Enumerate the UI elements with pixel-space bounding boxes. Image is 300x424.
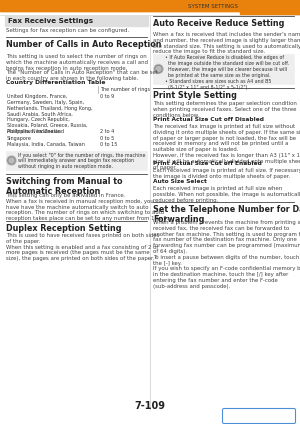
Text: Australia, New Zealand: Australia, New Zealand [7,129,64,134]
Text: Print Style Setting: Print Style Setting [153,91,237,100]
Circle shape [154,64,163,73]
Circle shape [8,157,15,164]
Text: Contents: Contents [242,411,276,420]
Text: Print Actual Size Cut off Enabled: Print Actual Size Cut off Enabled [153,161,262,166]
Text: If you select "0" for the number of rings, the machine
will immediately answer a: If you select "0" for the number of ring… [18,153,146,169]
Text: 7-109: 7-109 [134,401,166,411]
Bar [6,135,98,141]
Text: Duplex Reception Setting: Duplex Reception Setting [6,224,122,233]
Bar [6,128,98,135]
Circle shape [156,67,161,72]
Bar [98,141,147,148]
Circle shape [155,65,162,73]
Text: 0 to 9: 0 to 9 [100,94,114,99]
Text: When a fax is received that includes the sender's name
and number, the received : When a fax is received that includes the… [153,32,300,54]
Bar [0,8,300,11]
Text: SYSTEM SETTINGS: SYSTEM SETTINGS [188,4,238,9]
Bar [6,151,147,170]
Text: Number of Calls in Auto Reception: Number of Calls in Auto Reception [6,40,161,49]
Text: The number of rings: The number of rings [100,87,150,92]
Text: 0 to 5: 0 to 5 [100,136,114,141]
Text: United Kingdom, France,
Germany, Sweden, Italy, Spain,
Netherlands, Thailand, Ho: United Kingdom, France, Germany, Sweden,… [7,94,92,134]
Text: Fax Receive Settings: Fax Receive Settings [8,17,93,23]
Bar [0,0,300,8]
Text: 2 to 4: 2 to 4 [100,129,114,134]
Bar [6,93,98,128]
Bar [0,0,300,11]
Bar [98,135,147,141]
Bar [98,93,147,128]
Text: This is used to have received faxes printed on both sides
of the paper.
When thi: This is used to have received faxes prin… [6,233,159,261]
FancyBboxPatch shape [223,408,296,424]
Bar [153,54,294,84]
Text: Singapore: Singapore [7,136,32,141]
Text: When a problem prevents the machine from printing a
received fax, the received f: When a problem prevents the machine from… [153,220,300,289]
Bar [240,0,300,14]
Bar [98,128,147,135]
Text: Switching from Manual to
Automatic Reception: Switching from Manual to Automatic Recep… [6,177,122,196]
Bar [6,86,147,93]
Text: Malaysia, India, Canada, Taiwan: Malaysia, India, Canada, Taiwan [7,142,85,147]
Text: Country Differentiation Table: Country Differentiation Table [6,80,105,85]
Text: Settings for fax reception can be configured.: Settings for fax reception can be config… [6,28,129,33]
Circle shape [7,156,16,165]
Text: Each received image is printed at full size when
possible. When not possible, th: Each received image is printed at full s… [153,186,300,203]
Text: This setting determines the paper selection condition
when printing received fax: This setting determines the paper select… [153,101,297,117]
Text: Print Actual Size Cut off Disabled: Print Actual Size Cut off Disabled [153,117,264,122]
Bar [5,16,148,26]
Circle shape [9,158,14,163]
Text: This setting can only be activated in France.
When a fax is received in manual r: This setting can only be activated in Fr… [6,193,169,221]
Text: • If Auto Receive Reduce is disabled, the edges of
  the image outside the stand: • If Auto Receive Reduce is disabled, th… [165,56,289,89]
Bar [6,141,98,148]
Text: 0 to 15: 0 to 15 [100,142,117,147]
Text: Set the Telephone Number for Data
Forwarding: Set the Telephone Number for Data Forwar… [153,205,300,224]
Text: Each received image is printed at full size. If necessary,
the image is divided : Each received image is printed at full s… [153,168,300,179]
Text: This setting is used to select the number of rings on
which the machine automati: This setting is used to select the numbe… [6,54,148,71]
Text: Auto Receive Reduce Setting: Auto Receive Reduce Setting [153,19,284,28]
Text: The "Number of Calls in Auto Reception" that can be set
in each country are show: The "Number of Calls in Auto Reception" … [6,70,158,81]
Text: Auto Size Select: Auto Size Select [153,179,207,184]
Text: The received fax image is printed at full size without
dividing it onto multiple: The received fax image is printed at ful… [153,124,300,170]
